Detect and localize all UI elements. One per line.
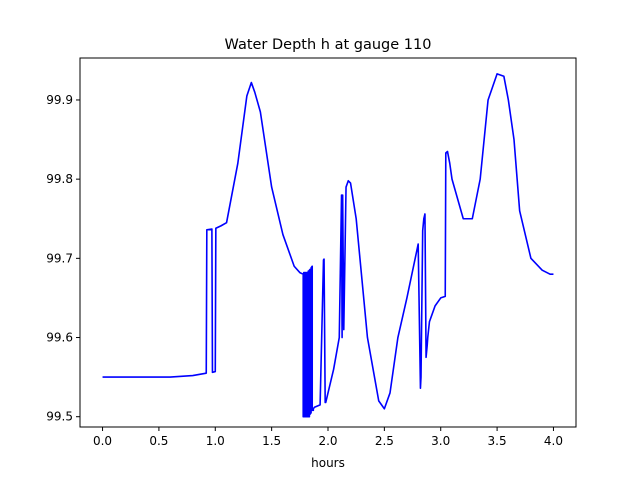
x-tick-label: 2.5 (375, 434, 394, 448)
y-tick-label: 99.5 (46, 410, 73, 424)
x-axis-label: hours (311, 456, 345, 470)
x-tick-label: 0.0 (93, 434, 112, 448)
x-tick-label: 0.5 (149, 434, 168, 448)
plot-frame (79, 57, 577, 428)
y-tick-label: 99.8 (46, 172, 73, 186)
y-tick-label: 99.7 (46, 251, 73, 265)
y-tick-label: 99.9 (46, 93, 73, 107)
chart-title: Water Depth h at gauge 110 (225, 37, 432, 53)
y-axis-ticks: 99.5 99.6 99.7 99.8 99.9 (46, 93, 80, 424)
x-tick-label: 1.5 (262, 434, 281, 448)
x-tick-label: 3.5 (488, 434, 507, 448)
x-axis-ticks: 0.0 0.5 1.0 1.5 2.0 2.5 3.0 3.5 4.0 (93, 427, 563, 448)
x-tick-label: 4.0 (544, 434, 563, 448)
x-tick-label: 1.0 (206, 434, 225, 448)
x-tick-label: 2.0 (318, 434, 337, 448)
series-line-0 (102, 73, 554, 418)
x-tick-label: 3.0 (431, 434, 450, 448)
y-tick-label: 99.6 (46, 331, 73, 345)
plot-area (102, 73, 554, 418)
